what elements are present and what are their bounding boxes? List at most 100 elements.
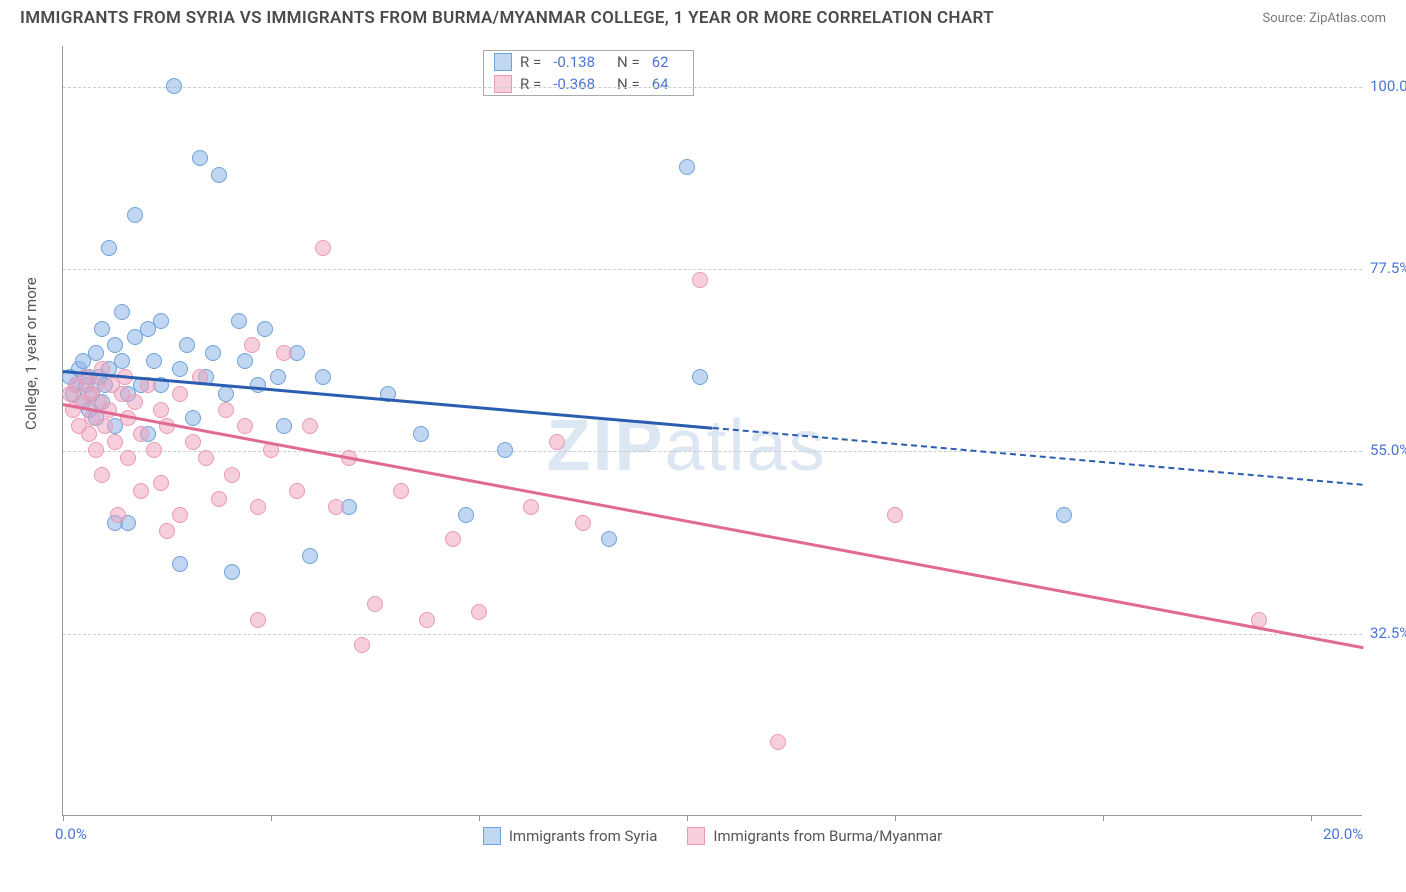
stat-r-syria: -0.138 xyxy=(553,53,595,71)
point-burma xyxy=(549,434,565,450)
point-burma xyxy=(523,499,539,515)
source-label: Source: ZipAtlas.com xyxy=(1262,11,1386,26)
point-burma xyxy=(185,434,201,450)
point-burma xyxy=(120,450,136,466)
point-burma xyxy=(393,483,409,499)
swatch-burma xyxy=(494,75,512,93)
point-burma xyxy=(127,394,143,410)
point-burma xyxy=(770,734,786,750)
ytick-label: 55.0% xyxy=(1370,441,1406,459)
xtick xyxy=(63,815,64,821)
point-syria xyxy=(224,564,240,580)
point-syria xyxy=(250,377,266,393)
point-syria xyxy=(237,353,253,369)
stat-r-burma: -0.368 xyxy=(553,75,595,93)
xtick-label: 20.0% xyxy=(1323,825,1363,843)
legend-stats: R = -0.138 N = 62 R = -0.368 N = 64 xyxy=(483,50,694,96)
point-burma xyxy=(328,499,344,515)
point-syria xyxy=(458,507,474,523)
y-axis-label: College, 1 year or more xyxy=(22,277,40,430)
point-burma xyxy=(445,531,461,547)
point-burma xyxy=(315,240,331,256)
gridline xyxy=(63,87,1362,88)
point-syria xyxy=(107,337,123,353)
point-syria xyxy=(166,78,182,94)
point-burma xyxy=(289,483,305,499)
point-burma xyxy=(471,604,487,620)
point-burma xyxy=(302,418,318,434)
plot-area: ZIPatlas R = -0.138 N = 62 R = -0.368 N … xyxy=(62,46,1362,816)
point-syria xyxy=(276,418,292,434)
point-burma xyxy=(110,507,126,523)
point-syria xyxy=(127,207,143,223)
point-syria xyxy=(192,150,208,166)
chart-container: { "title": "IMMIGRANTS FROM SYRIA VS IMM… xyxy=(0,0,1406,892)
legend-stats-row-syria: R = -0.138 N = 62 xyxy=(484,51,693,73)
point-syria xyxy=(179,337,195,353)
point-syria xyxy=(185,410,201,426)
point-burma xyxy=(211,491,227,507)
point-burma xyxy=(133,426,149,442)
point-burma xyxy=(237,418,253,434)
point-burma xyxy=(88,442,104,458)
legend-item-burma: Immigrants from Burma/Myanmar xyxy=(687,827,942,845)
point-burma xyxy=(198,450,214,466)
point-burma xyxy=(419,612,435,628)
point-syria xyxy=(601,531,617,547)
point-burma xyxy=(159,523,175,539)
gridline xyxy=(63,269,1362,270)
point-syria xyxy=(315,369,331,385)
point-syria xyxy=(257,321,273,337)
point-burma xyxy=(81,426,97,442)
point-burma xyxy=(97,418,113,434)
gridline xyxy=(63,451,1362,452)
swatch-syria-icon xyxy=(483,827,501,845)
gridline xyxy=(63,634,1362,635)
legend-stats-row-burma: R = -0.368 N = 64 xyxy=(484,73,693,95)
point-burma xyxy=(146,442,162,458)
point-burma xyxy=(218,402,234,418)
swatch-burma-icon xyxy=(687,827,705,845)
swatch-syria xyxy=(494,53,512,71)
ytick-label: 32.5% xyxy=(1370,624,1406,642)
point-syria xyxy=(94,321,110,337)
point-syria xyxy=(172,556,188,572)
legend-label-syria: Immigrants from Syria xyxy=(509,827,658,845)
watermark-light: atlas xyxy=(664,406,826,486)
point-burma xyxy=(244,337,260,353)
point-syria xyxy=(1056,507,1072,523)
point-burma xyxy=(354,637,370,653)
ytick-label: 77.5% xyxy=(1370,259,1406,277)
xtick xyxy=(895,815,896,821)
point-syria xyxy=(497,442,513,458)
point-burma xyxy=(367,596,383,612)
xtick xyxy=(1103,815,1104,821)
point-burma xyxy=(250,612,266,628)
point-syria xyxy=(302,548,318,564)
point-burma xyxy=(224,467,240,483)
point-syria xyxy=(101,240,117,256)
point-syria xyxy=(88,345,104,361)
xtick xyxy=(1311,815,1312,821)
point-burma xyxy=(88,377,104,393)
stat-r-label: R = xyxy=(520,53,541,71)
point-burma xyxy=(133,483,149,499)
point-burma xyxy=(153,402,169,418)
point-syria xyxy=(231,313,247,329)
point-syria xyxy=(146,353,162,369)
trend-line xyxy=(713,427,1363,486)
point-burma xyxy=(692,272,708,288)
trend-line xyxy=(63,403,1363,649)
stat-n-label: N = xyxy=(617,75,640,93)
legend-series: Immigrants from Syria Immigrants from Bu… xyxy=(63,827,1362,845)
stat-n-label: N = xyxy=(617,53,640,71)
point-burma xyxy=(276,345,292,361)
title-bar: IMMIGRANTS FROM SYRIA VS IMMIGRANTS FROM… xyxy=(0,0,1406,32)
legend-label-burma: Immigrants from Burma/Myanmar xyxy=(713,827,942,845)
stat-n-burma: 64 xyxy=(652,75,669,93)
legend-item-syria: Immigrants from Syria xyxy=(483,827,658,845)
point-syria xyxy=(218,386,234,402)
point-burma xyxy=(153,475,169,491)
point-syria xyxy=(172,361,188,377)
point-syria xyxy=(153,313,169,329)
